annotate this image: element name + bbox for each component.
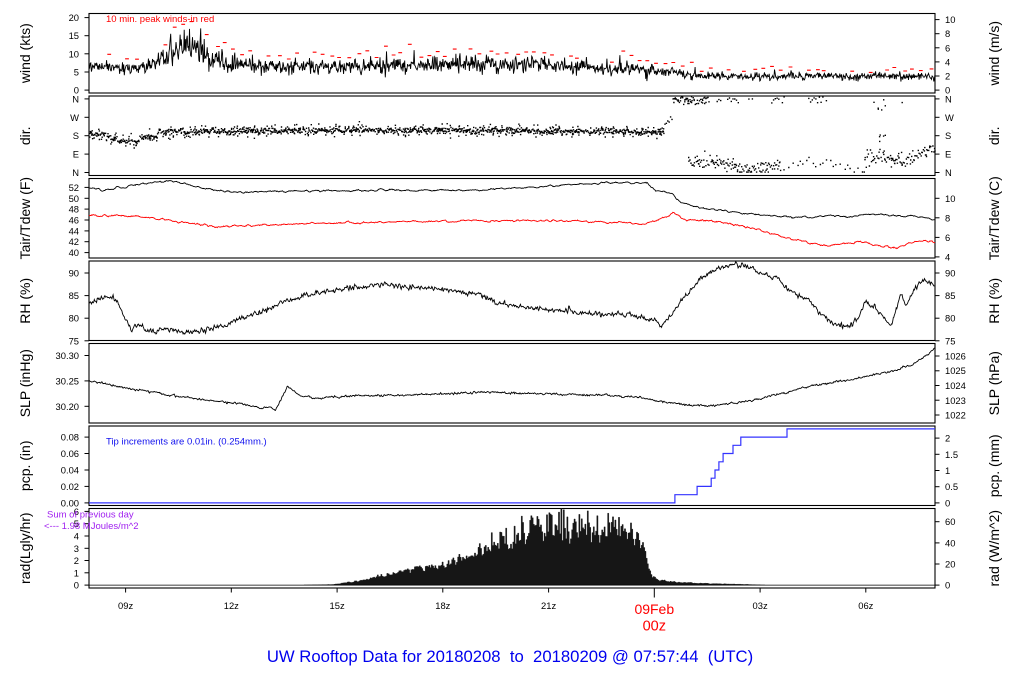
svg-text:4: 4: [74, 531, 79, 542]
svg-text:0: 0: [74, 85, 79, 96]
svg-text:wind (kts): wind (kts): [17, 23, 33, 84]
svg-text:Tair/Tdew (F): Tair/Tdew (F): [17, 177, 33, 259]
svg-text:6: 6: [945, 42, 950, 53]
svg-text:0: 0: [945, 85, 950, 96]
svg-text:85: 85: [945, 290, 955, 301]
svg-text:10: 10: [945, 14, 955, 25]
svg-text:W: W: [70, 112, 79, 123]
svg-text:S: S: [945, 130, 951, 141]
svg-text:85: 85: [69, 290, 79, 301]
svg-text:0.08: 0.08: [61, 432, 79, 443]
svg-text:1024: 1024: [945, 380, 966, 391]
svg-text:40: 40: [69, 247, 79, 258]
svg-text:2: 2: [945, 71, 950, 82]
svg-text:90: 90: [945, 268, 955, 279]
svg-text:4: 4: [945, 251, 950, 262]
svg-text:6: 6: [945, 232, 950, 243]
svg-text:0: 0: [74, 580, 79, 591]
svg-text:2: 2: [74, 555, 79, 566]
svg-text:SLP (inHg): SLP (inHg): [17, 349, 33, 417]
svg-text:0.04: 0.04: [61, 465, 79, 476]
svg-text:0.02: 0.02: [61, 481, 79, 492]
svg-text:03z: 03z: [753, 600, 768, 611]
svg-text:20: 20: [945, 559, 955, 570]
svg-text:SLP (hPa): SLP (hPa): [986, 351, 1002, 415]
svg-text:0.06: 0.06: [61, 448, 79, 459]
svg-text:1023: 1023: [945, 395, 966, 406]
svg-text:0.5: 0.5: [945, 481, 958, 492]
svg-text:42: 42: [69, 236, 79, 247]
svg-text:Tair/Tdew (C): Tair/Tdew (C): [986, 176, 1002, 260]
svg-text:40: 40: [945, 537, 955, 548]
svg-text:dir.: dir.: [17, 126, 33, 145]
svg-text:80: 80: [69, 313, 79, 324]
svg-text:50: 50: [69, 193, 79, 204]
svg-text:4: 4: [945, 56, 950, 67]
svg-text:rad(Lgly/hr): rad(Lgly/hr): [17, 512, 33, 584]
svg-text:E: E: [945, 149, 951, 160]
svg-text:<--- 1.98 MJoules/m^2: <--- 1.98 MJoules/m^2: [44, 521, 138, 532]
svg-text:wind (m/s): wind (m/s): [986, 21, 1002, 87]
svg-text:15z: 15z: [330, 600, 345, 611]
svg-text:N: N: [945, 167, 952, 178]
svg-text:30.30: 30.30: [56, 350, 79, 361]
svg-text:pcp. (mm): pcp. (mm): [986, 434, 1002, 497]
svg-text:06z: 06z: [858, 600, 873, 611]
svg-text:1: 1: [74, 567, 79, 578]
svg-text:S: S: [73, 130, 79, 141]
svg-text:N: N: [72, 167, 79, 178]
svg-text:75: 75: [69, 335, 79, 346]
svg-text:Tip increments are 0.01in. (0.: Tip increments are 0.01in. (0.254mm.): [106, 437, 267, 448]
svg-text:52: 52: [69, 182, 79, 193]
svg-text:1: 1: [945, 465, 950, 476]
svg-text:2: 2: [945, 433, 950, 444]
svg-text:60: 60: [945, 516, 955, 527]
svg-text:pcp. (in): pcp. (in): [17, 441, 33, 492]
svg-text:00z: 00z: [643, 619, 666, 635]
svg-text:10 min. peak winds-in red: 10 min. peak winds-in red: [106, 14, 214, 25]
svg-text:N: N: [945, 93, 952, 104]
svg-text:30.20: 30.20: [56, 401, 79, 412]
svg-text:N: N: [72, 93, 79, 104]
svg-text:0: 0: [945, 580, 950, 591]
svg-text:21z: 21z: [541, 600, 556, 611]
svg-text:1026: 1026: [945, 351, 966, 362]
svg-text:1025: 1025: [945, 365, 966, 376]
svg-text:80: 80: [945, 313, 955, 324]
svg-text:RH (%): RH (%): [17, 278, 33, 324]
svg-text:90: 90: [69, 268, 79, 279]
svg-text:6: 6: [74, 506, 79, 517]
svg-text:3: 3: [74, 543, 79, 554]
svg-text:30.25: 30.25: [56, 375, 79, 386]
svg-text:Sum of previous day: Sum of previous day: [47, 510, 134, 521]
svg-text:10: 10: [69, 48, 79, 59]
svg-text:75: 75: [945, 335, 955, 346]
svg-text:44: 44: [69, 225, 79, 236]
svg-text:48: 48: [69, 204, 79, 215]
svg-text:10: 10: [945, 193, 955, 204]
svg-text:dir.: dir.: [986, 126, 1002, 145]
svg-text:0.00: 0.00: [61, 497, 79, 508]
svg-text:46: 46: [69, 215, 79, 226]
svg-text:12z: 12z: [224, 600, 239, 611]
svg-text:09z: 09z: [118, 600, 133, 611]
svg-text:8: 8: [945, 28, 950, 39]
svg-text:5: 5: [74, 518, 79, 529]
svg-text:RH (%): RH (%): [986, 278, 1002, 324]
svg-text:1.5: 1.5: [945, 449, 958, 460]
svg-text:rad (W/m^2): rad (W/m^2): [986, 510, 1002, 587]
svg-text:5: 5: [74, 67, 79, 78]
svg-text:W: W: [945, 112, 954, 123]
svg-text:1022: 1022: [945, 410, 966, 421]
svg-text:18z: 18z: [435, 600, 450, 611]
svg-text:UW Rooftop Data for 20180208: UW Rooftop Data for 20180208 to 20180209…: [267, 647, 753, 666]
svg-text:8: 8: [945, 212, 950, 223]
svg-text:E: E: [73, 149, 79, 160]
svg-text:0: 0: [945, 497, 950, 508]
svg-text:09Feb: 09Feb: [634, 601, 674, 617]
svg-text:15: 15: [69, 30, 79, 41]
svg-text:20: 20: [69, 12, 79, 23]
